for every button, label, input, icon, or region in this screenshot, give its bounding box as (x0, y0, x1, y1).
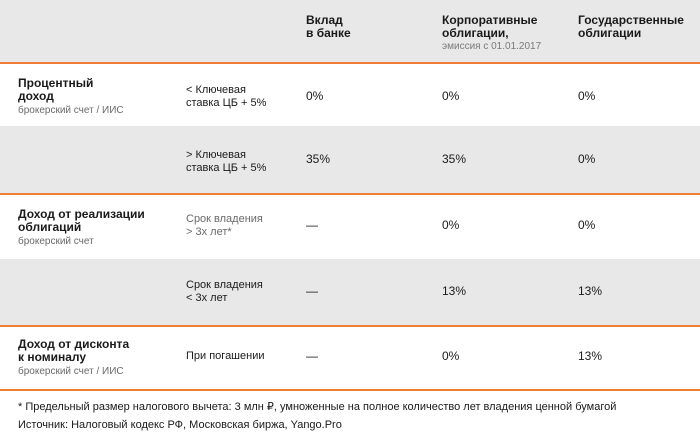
value-government-bonds: 0% (578, 218, 596, 232)
table-row: > Ключевая ставка ЦБ + 5% 35% 35% 0% (0, 126, 700, 193)
value-bank-deposit: — (306, 349, 318, 363)
row-condition: Срок владения < 3х лет (186, 279, 263, 304)
value-bank-deposit: 0% (306, 89, 324, 103)
footnote: * Предельный размер налогового вычета: 3… (18, 401, 617, 413)
row-condition: > Ключевая ставка ЦБ + 5% (186, 149, 267, 174)
value-corporate-bonds: 0% (442, 89, 460, 103)
value-corporate-bonds: 0% (442, 218, 460, 232)
header-corporate-bonds-sub: эмиссия с 01.01.2017 (442, 41, 542, 52)
row-subtitle: брокерский счет / ИИС (18, 366, 124, 377)
row-subtitle: брокерский счет (18, 236, 94, 247)
row-condition: Срок владения > 3х лет* (186, 213, 263, 238)
row-title-text: Доход от дисконта к номиналу (18, 337, 130, 364)
value-government-bonds: 0% (578, 89, 596, 103)
header-corporate-bonds-label: Корпоративные облигации, (442, 13, 538, 40)
row-divider (0, 325, 700, 327)
table-row: Доход от дисконта к номиналу брокерский … (0, 327, 700, 389)
value-bank-deposit: — (306, 218, 318, 232)
source-note: Источник: Налоговый кодекс РФ, Московска… (18, 419, 342, 431)
row-divider (0, 62, 700, 64)
table-row: Процентный доход брокерский счет / ИИС <… (0, 64, 700, 126)
row-title-text: Доход от реализации облигаций (18, 207, 145, 234)
header-bank-deposit: Вклад в банке (306, 13, 351, 40)
row-divider (0, 193, 700, 195)
header-corporate-bonds: Корпоративные облигации, эмиссия с 01.01… (442, 14, 541, 53)
row-title: Доход от реализации облигаций брокерский… (18, 208, 145, 248)
row-title: Доход от дисконта к номиналу брокерский … (18, 338, 129, 378)
table-row: Срок владения < 3х лет — 13% 13% (0, 259, 700, 325)
value-government-bonds: 13% (578, 284, 603, 298)
value-corporate-bonds: 0% (442, 349, 460, 363)
table-row: Доход от реализации облигаций брокерский… (0, 195, 700, 259)
value-corporate-bonds: 13% (442, 284, 467, 298)
value-government-bonds: 0% (578, 152, 596, 166)
row-condition: При погашении (186, 350, 265, 362)
row-divider (0, 389, 700, 391)
header-government-bonds: Государственные облигации (578, 13, 684, 40)
value-corporate-bonds: 35% (442, 152, 467, 166)
row-title-text: Процентный доход (18, 76, 94, 103)
value-bank-deposit: — (306, 284, 318, 298)
table-header: Вклад в банке Корпоративные облигации, э… (0, 0, 700, 62)
row-condition: < Ключевая ставка ЦБ + 5% (186, 84, 267, 109)
row-title: Процентный доход брокерский счет / ИИС (18, 77, 124, 117)
row-subtitle: брокерский счет / ИИС (18, 105, 124, 116)
value-bank-deposit: 35% (306, 152, 331, 166)
value-government-bonds: 13% (578, 349, 603, 363)
